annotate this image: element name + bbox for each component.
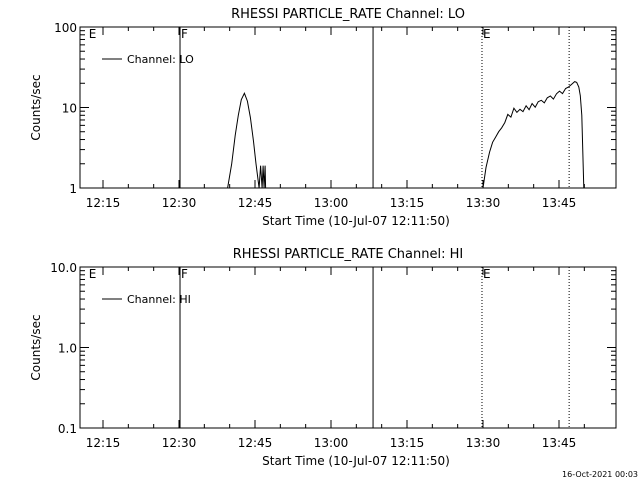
x-tick-label: 12:30 (162, 436, 197, 450)
x-tick-label: 12:15 (86, 196, 121, 210)
x-tick-label: 13:00 (314, 436, 349, 450)
legend-label: Channel: HI (127, 293, 191, 306)
marker-label-f: F (181, 267, 188, 281)
y-tick-label: 10 (62, 102, 77, 116)
y-tick-label: 10.0 (50, 261, 77, 275)
plot-timestamp: 16-Oct-2021 00:03 (562, 470, 638, 479)
marker-label-f: F (181, 27, 188, 41)
x-tick-label: 12:45 (238, 196, 273, 210)
x-tick-label: 13:45 (542, 196, 577, 210)
y-tick-label: 0.1 (58, 422, 77, 436)
x-tick-label: 13:15 (390, 196, 425, 210)
x-tick-label: 13:15 (390, 436, 425, 450)
chart-title: RHESSI PARTICLE_RATE Channel: HI (233, 247, 463, 262)
series-line-1-seg-2 (482, 81, 585, 189)
x-tick-label: 12:15 (86, 436, 121, 450)
y-tick-label: 1.0 (58, 342, 77, 356)
x-tick-label: 12:45 (238, 436, 273, 450)
marker-label-e: E (89, 267, 97, 281)
plot-frame (79, 266, 617, 429)
x-tick-label: 13:00 (314, 196, 349, 210)
y-tick-label: 100 (54, 21, 77, 35)
x-tick-label: 13:45 (542, 436, 577, 450)
x-axis-label: Start Time (10-Jul-07 12:11:50) (262, 214, 450, 228)
panel-2: RHESSI PARTICLE_RATE Channel: HI Counts/s… (29, 247, 617, 468)
y-axis-label: Counts/sec (29, 74, 43, 140)
marker-label-e: E (483, 27, 491, 41)
y-tick-label: 1 (69, 182, 77, 196)
y-axis-label: Counts/sec (29, 314, 43, 380)
legend-label: Channel: LO (127, 53, 194, 66)
x-tick-label: 12:30 (162, 196, 197, 210)
marker-label-e: E (89, 27, 97, 41)
panel-1: RHESSI PARTICLE_RATE Channel: LO Counts/s… (29, 7, 617, 228)
x-axis-label: Start Time (10-Jul-07 12:11:50) (262, 454, 450, 468)
chart-title: RHESSI PARTICLE_RATE Channel: LO (231, 7, 465, 22)
marker-label-e: E (483, 267, 491, 281)
x-tick-label: 13:30 (466, 436, 501, 450)
series-line-1-seg-1 (227, 92, 267, 189)
x-tick-label: 13:30 (466, 196, 501, 210)
